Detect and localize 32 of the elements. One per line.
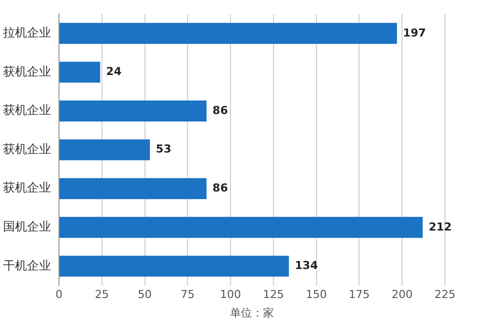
x-tick-label: 225 xyxy=(434,288,456,302)
y-tick-label: 拉机企业 xyxy=(3,26,51,40)
y-tick-label: 获机企业 xyxy=(3,64,51,78)
x-tick-label: 50 xyxy=(138,288,152,302)
data-label: 134 xyxy=(294,259,318,272)
data-label: 53 xyxy=(156,142,172,156)
bar xyxy=(60,256,289,277)
x-tick-label: 200 xyxy=(392,288,413,302)
data-label: 86 xyxy=(212,104,228,117)
x-axis-title: 单位：家 xyxy=(230,306,274,320)
data-label: 197 xyxy=(402,26,426,40)
bar xyxy=(60,62,100,83)
bar xyxy=(60,178,207,200)
y-tick-label: 获机企业 xyxy=(3,142,51,156)
x-tick-label: 100 xyxy=(220,288,242,302)
bar xyxy=(60,216,423,238)
y-tick-label: 获机企业 xyxy=(3,103,51,118)
y-tick-label: 干机企业 xyxy=(3,258,51,272)
x-tick-label: 75 xyxy=(180,288,195,302)
x-tick-label: 150 xyxy=(306,288,327,302)
data-label: 24 xyxy=(106,65,122,78)
x-tick-label: 175 xyxy=(348,288,370,302)
data-label: 212 xyxy=(428,220,452,234)
x-tick-label: 125 xyxy=(262,288,284,302)
y-tick-label: 国机企业 xyxy=(3,220,51,234)
y-tick-label: 获机企业 xyxy=(3,180,51,195)
x-tick-label: 25 xyxy=(94,288,109,302)
x-tick-label: 0 xyxy=(56,288,62,302)
bar xyxy=(60,100,207,122)
bar xyxy=(60,139,150,160)
data-label: 86 xyxy=(212,181,228,194)
bar xyxy=(60,22,397,44)
